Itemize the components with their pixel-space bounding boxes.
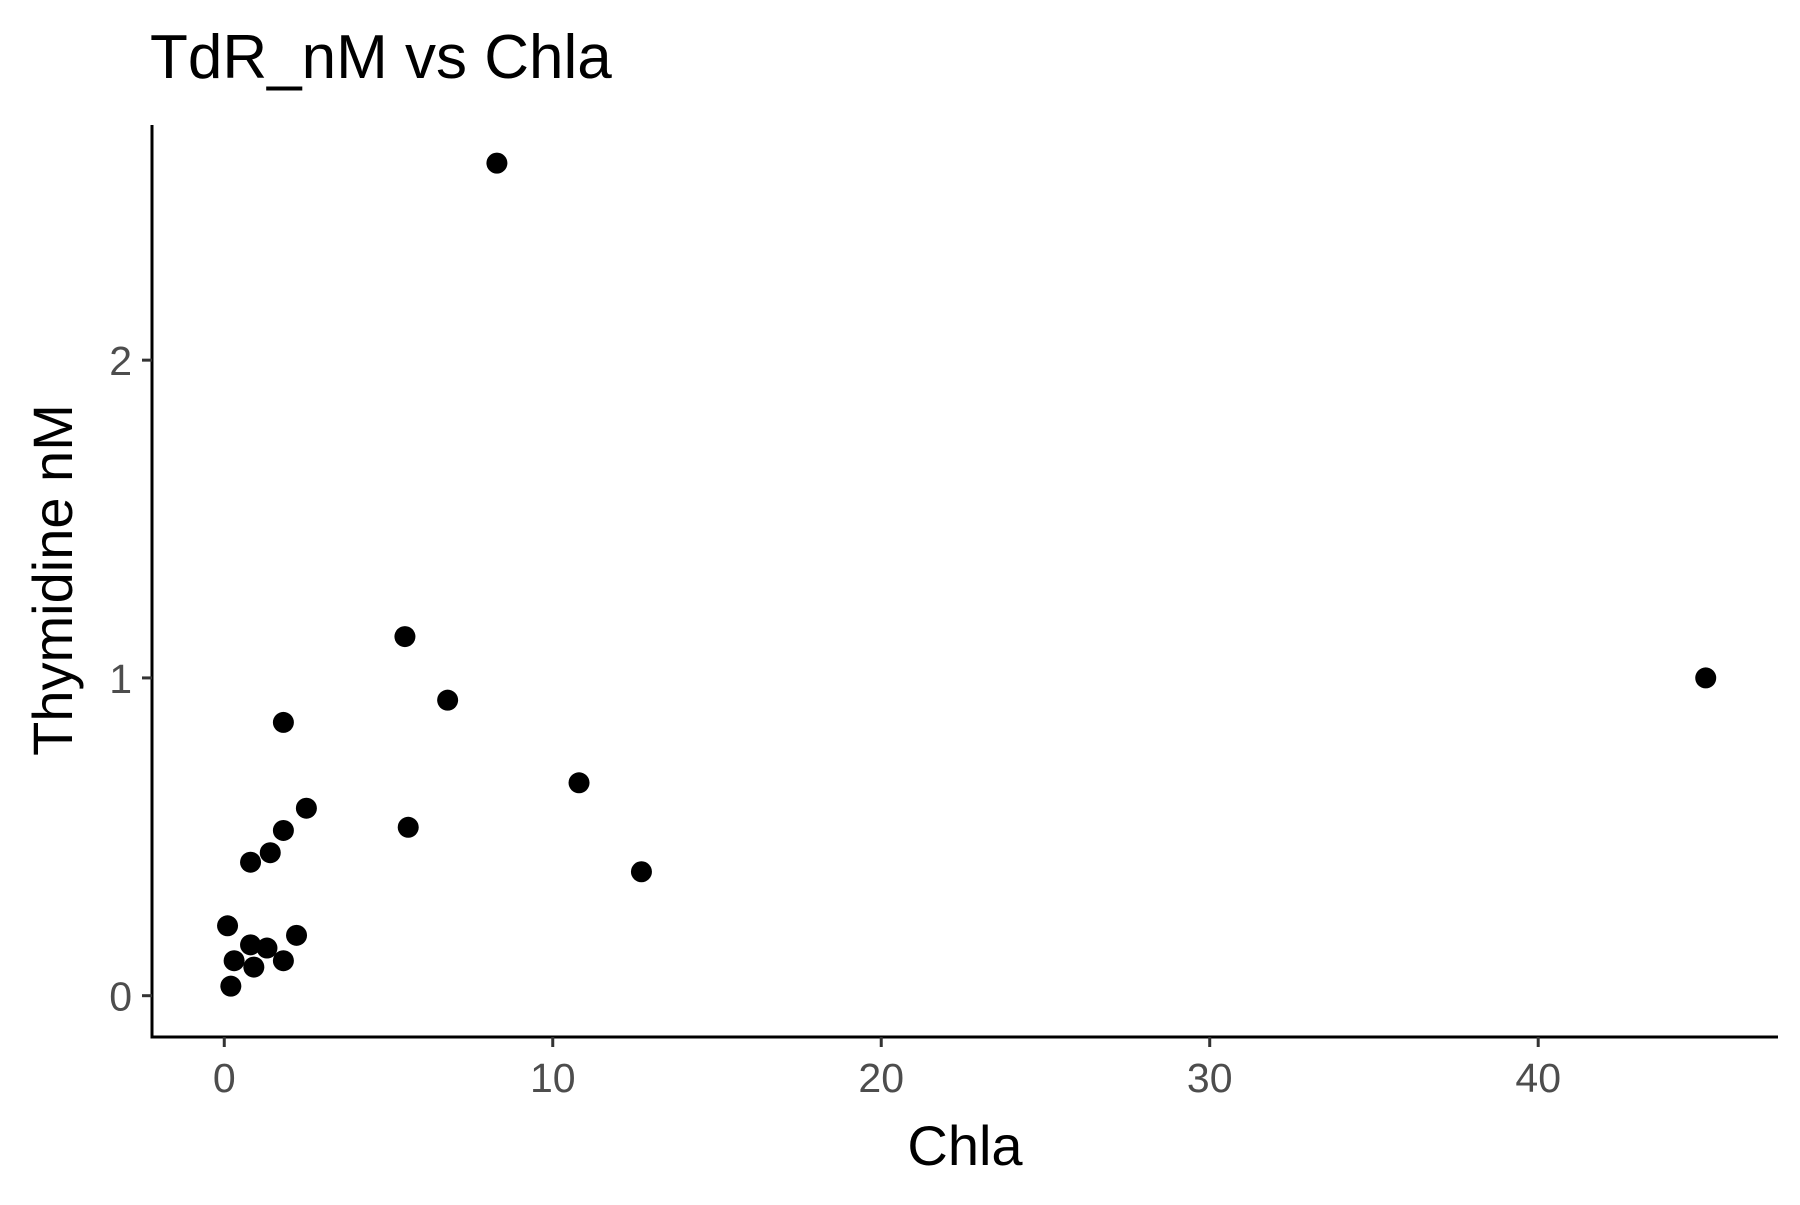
data-point (437, 689, 459, 711)
data-point (240, 934, 262, 956)
data-point (286, 924, 308, 946)
y-tick-label: 1 (109, 656, 132, 702)
data-point (272, 819, 294, 841)
data-point (256, 937, 278, 959)
axes: 0 10 20 30 40 0 1 2 (109, 125, 1778, 1101)
x-tick-label: 20 (858, 1055, 904, 1101)
data-point (217, 915, 239, 937)
data-point (1695, 667, 1717, 689)
data-point (568, 772, 590, 794)
y-tick-label: 2 (109, 338, 132, 384)
data-point (240, 851, 262, 873)
x-tick-label: 40 (1515, 1055, 1561, 1101)
data-points (217, 152, 1717, 997)
data-point (394, 626, 416, 648)
x-tick-label: 30 (1187, 1055, 1233, 1101)
data-point (272, 950, 294, 972)
data-point (486, 152, 508, 174)
data-point (243, 956, 265, 978)
y-tick-label: 0 (109, 974, 132, 1020)
data-point (220, 975, 242, 997)
x-tick-label: 10 (530, 1055, 576, 1101)
x-axis-title: Chla (907, 1114, 1023, 1177)
data-point (223, 950, 245, 972)
data-point (630, 861, 652, 883)
data-point (272, 711, 294, 733)
x-tick-label: 0 (213, 1055, 236, 1101)
y-axis-title: Thymidine nM (21, 404, 84, 756)
chart-title: TdR_nM vs Chla (150, 23, 612, 92)
data-point (295, 797, 317, 819)
data-point (397, 816, 419, 838)
data-point (259, 842, 281, 864)
